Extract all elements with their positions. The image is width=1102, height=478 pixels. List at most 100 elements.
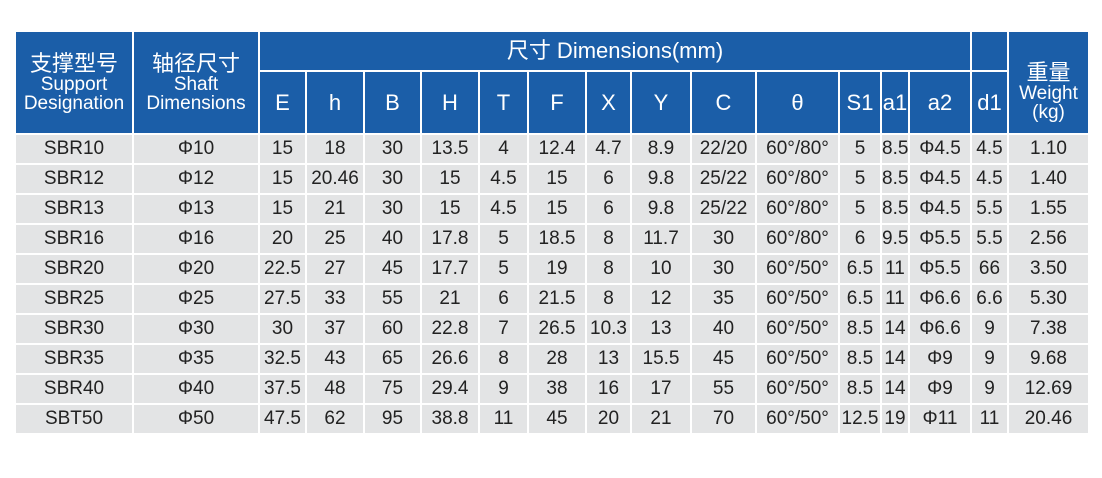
table-head: 支撑型号 Support Designation 轴径尺寸 Shaft Dimension… xyxy=(14,30,1090,135)
cell: 60°/80° xyxy=(755,223,840,255)
cell: 14 xyxy=(880,373,910,405)
cell: 43 xyxy=(305,343,365,375)
cell: 47.5 xyxy=(258,403,307,435)
cell: SBR10 xyxy=(14,133,134,165)
cell: 30 xyxy=(363,193,422,225)
cell: 25/22 xyxy=(690,163,757,195)
cell: 11 xyxy=(880,253,910,285)
cell: 6.5 xyxy=(838,253,882,285)
cell: 55 xyxy=(690,373,757,405)
cell: 1.40 xyxy=(1007,163,1090,195)
cell: 9.68 xyxy=(1007,343,1090,375)
header-cell xyxy=(970,30,1009,72)
designation-header-en: Designation xyxy=(23,92,125,114)
cell: 9 xyxy=(970,313,1009,345)
cell: 40 xyxy=(690,313,757,345)
cell: 95 xyxy=(363,403,422,435)
column-header: a2 xyxy=(908,70,972,135)
cell: 60 xyxy=(363,313,422,345)
cell: 5 xyxy=(838,163,882,195)
cell: 15 xyxy=(258,193,307,225)
cell: 15 xyxy=(258,163,307,195)
cell: 15 xyxy=(527,193,587,225)
column-header: d1 xyxy=(970,70,1009,135)
cell: 5 xyxy=(838,193,882,225)
cell: 8.5 xyxy=(880,193,910,225)
cell: 20.46 xyxy=(305,163,365,195)
cell: 37 xyxy=(305,313,365,345)
cell: 8 xyxy=(585,253,632,285)
cell: 26.5 xyxy=(527,313,587,345)
column-header: a1 xyxy=(880,70,910,135)
column-header: B xyxy=(363,70,422,135)
column-header: X xyxy=(585,70,632,135)
cell: 5 xyxy=(838,133,882,165)
cell: 8.5 xyxy=(838,373,882,405)
cell: Φ13 xyxy=(132,193,260,225)
cell: 5.5 xyxy=(970,193,1009,225)
data-row: SBR40 Φ40 37.5 48 75 29.4 9 38 16 17 55 60°/50° 8.5 1… xyxy=(14,373,1090,405)
cell: 9 xyxy=(478,373,529,405)
cell: 38 xyxy=(527,373,587,405)
cell: 55 xyxy=(363,283,422,315)
cell: Φ30 xyxy=(132,313,260,345)
shaft-header-zh: 轴径尺寸 xyxy=(151,50,240,76)
cell: 30 xyxy=(690,223,757,255)
cell: Φ4.5 xyxy=(908,193,972,225)
cell: 6 xyxy=(838,223,882,255)
cell: 35 xyxy=(690,283,757,315)
cell: 9.8 xyxy=(630,163,692,195)
designation-header-zh: 支撑型号 xyxy=(29,50,118,76)
cell: 60°/50° xyxy=(755,313,840,345)
cell: 18.5 xyxy=(527,223,587,255)
cell: 7.38 xyxy=(1007,313,1090,345)
cell: Φ6.6 xyxy=(908,283,972,315)
cell: 13 xyxy=(630,313,692,345)
cell: 3.50 xyxy=(1007,253,1090,285)
column-header: F xyxy=(527,70,587,135)
cell: 37.5 xyxy=(258,373,307,405)
cell: 40 xyxy=(363,223,422,255)
cell: 4.7 xyxy=(585,133,632,165)
cell: 15 xyxy=(258,133,307,165)
cell: 25/22 xyxy=(690,193,757,225)
cell: Φ12 xyxy=(132,163,260,195)
cell: 5.5 xyxy=(970,223,1009,255)
cell: Φ9 xyxy=(908,343,972,375)
cell: Φ50 xyxy=(132,403,260,435)
cell: 6.6 xyxy=(970,283,1009,315)
cell: 6 xyxy=(585,163,632,195)
cell: 33 xyxy=(305,283,365,315)
column-header: θ xyxy=(755,70,840,135)
column-header: Y xyxy=(630,70,692,135)
cell: 32.5 xyxy=(258,343,307,375)
cell: 8 xyxy=(585,283,632,315)
data-row: SBR12 Φ12 15 20.46 30 15 4.5 15 6 9.8 25/22 60°/80°… xyxy=(14,163,1090,195)
cell: Φ6.6 xyxy=(908,313,972,345)
data-row: SBR30 Φ30 30 37 60 22.8 7 26.5 10.3 13 40 60°/50° 8.… xyxy=(14,313,1090,345)
table-body: SBR10 Φ10 15 18 30 13.5 4 12.4 4.7 8.9 22/20 60°/80… xyxy=(14,133,1090,435)
cell: 2.56 xyxy=(1007,223,1090,255)
weight-header: 重量 Weight (kg) xyxy=(1007,30,1090,135)
cell: 27 xyxy=(305,253,365,285)
cell: 12.69 xyxy=(1007,373,1090,405)
cell: SBR30 xyxy=(14,313,134,345)
cell: 9.8 xyxy=(630,193,692,225)
cell: 22/20 xyxy=(690,133,757,165)
cell: 30 xyxy=(690,253,757,285)
cell: 11 xyxy=(478,403,529,435)
cell: 21 xyxy=(305,193,365,225)
table-wrap: 支撑型号 Support Designation 轴径尺寸 Shaft Dimension… xyxy=(14,30,1090,435)
cell: 20 xyxy=(585,403,632,435)
cell: 6 xyxy=(585,193,632,225)
cell: 70 xyxy=(690,403,757,435)
cell: 7 xyxy=(478,313,529,345)
cell: Φ20 xyxy=(132,253,260,285)
cell: 20.46 xyxy=(1007,403,1090,435)
cell: Φ4.5 xyxy=(908,163,972,195)
cell: 5 xyxy=(478,253,529,285)
cell: 17 xyxy=(630,373,692,405)
cell: 15.5 xyxy=(630,343,692,375)
